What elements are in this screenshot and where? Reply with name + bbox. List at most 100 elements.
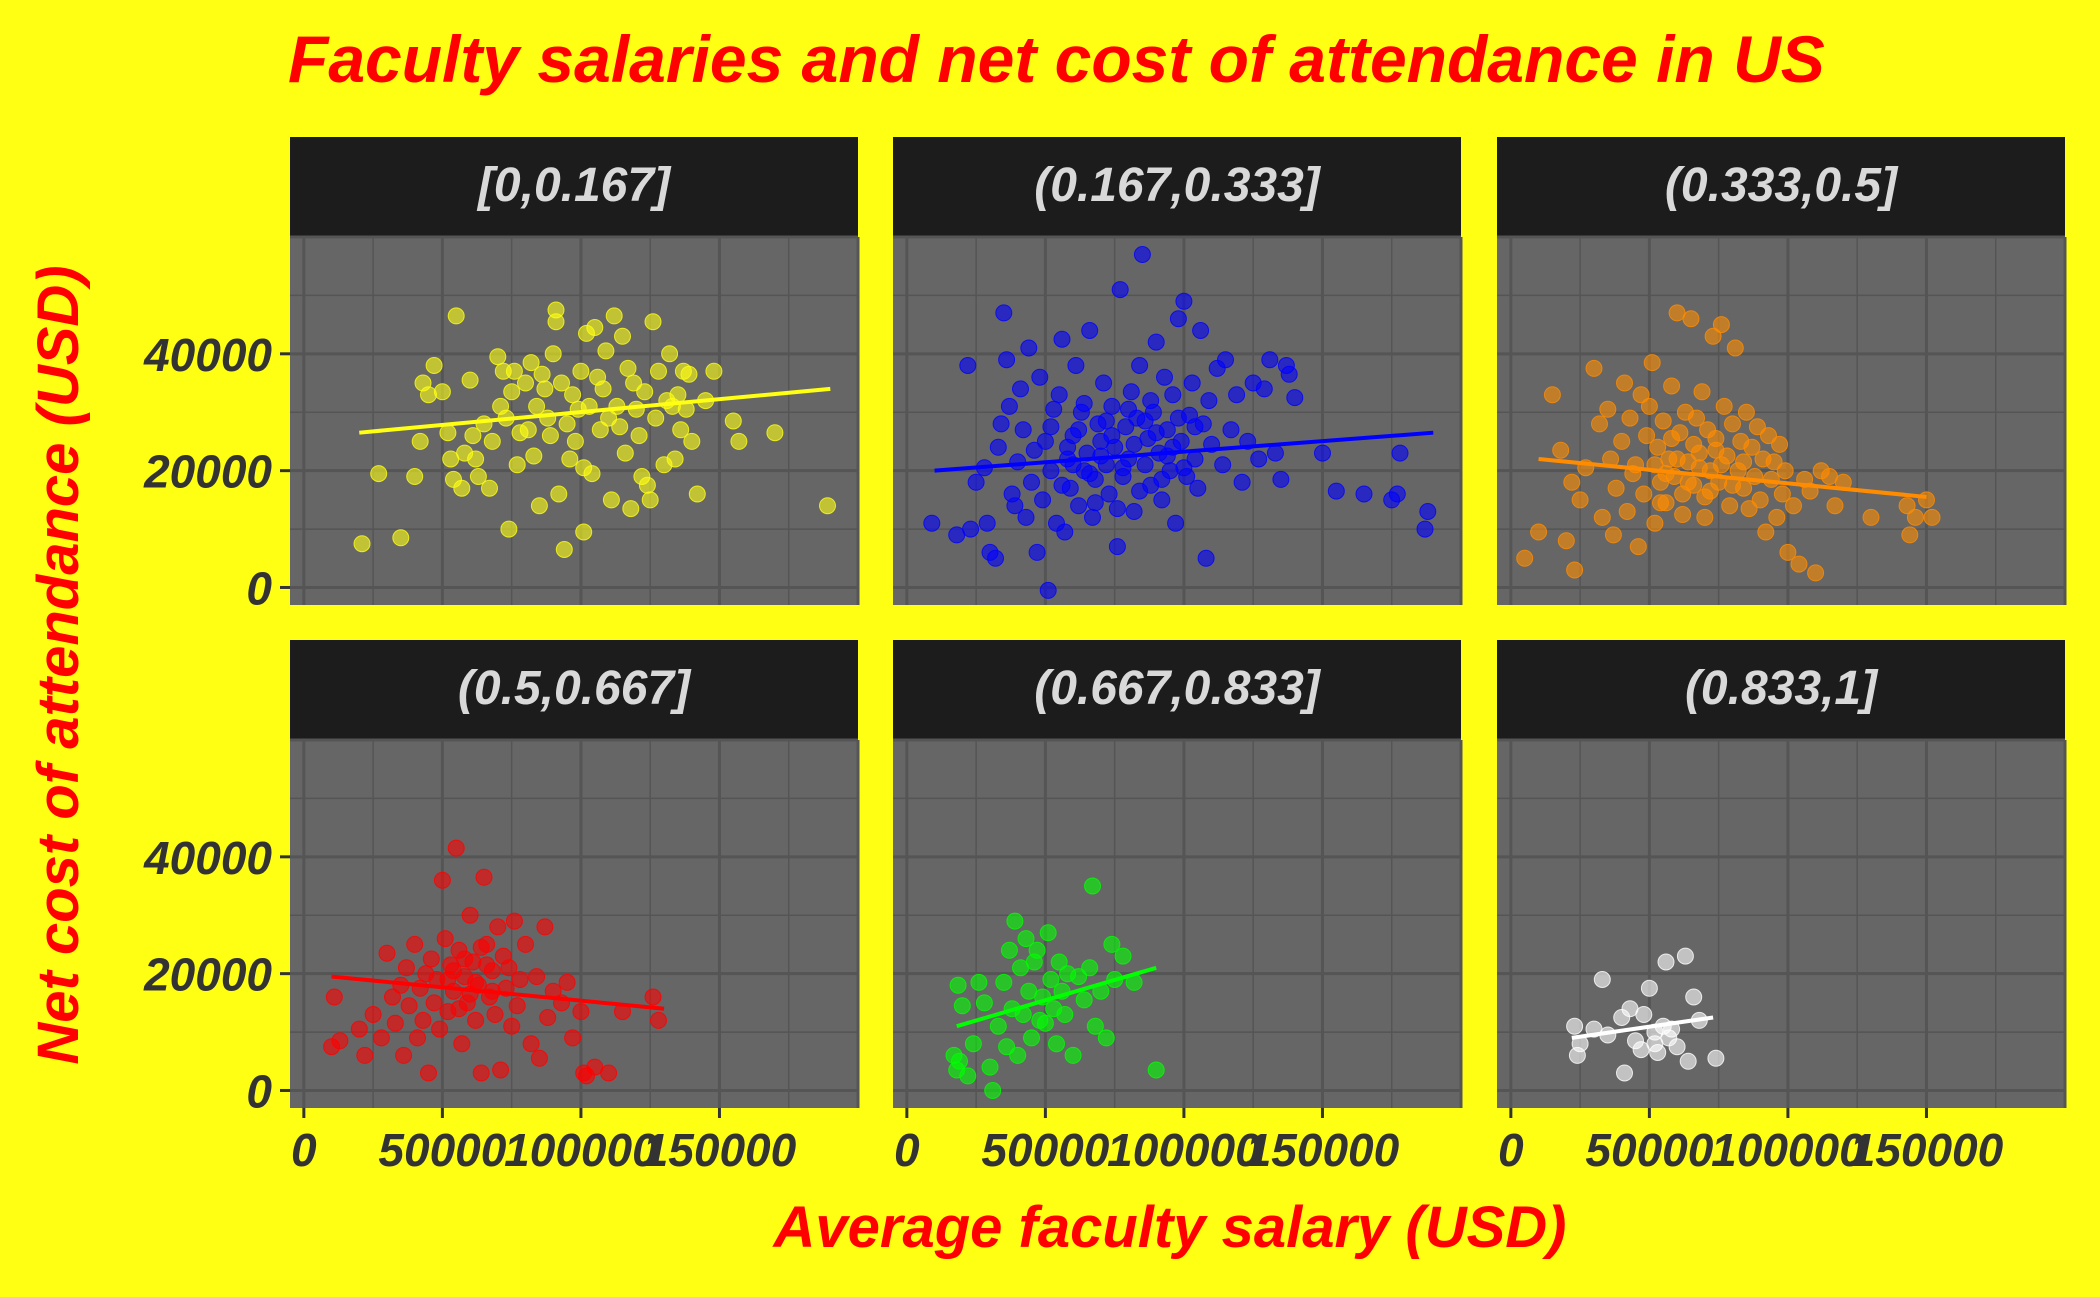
data-point (1646, 1035, 1664, 1053)
data-point (533, 365, 551, 383)
data-point (392, 529, 410, 547)
facet-strip (893, 640, 1461, 740)
data-point (1070, 421, 1088, 439)
facet-strip-label: (0.5,0.667] (458, 662, 692, 715)
data-point (1169, 310, 1187, 328)
data-point (325, 988, 343, 1006)
data-point (517, 935, 534, 953)
data-point (1668, 450, 1686, 468)
data-point (1131, 357, 1149, 374)
data-point (819, 497, 836, 515)
data-point (1097, 1029, 1115, 1047)
data-point (1724, 415, 1741, 433)
data-point (331, 1032, 349, 1050)
data-point (464, 427, 482, 445)
data-point (1668, 1038, 1686, 1056)
data-point (1419, 503, 1437, 520)
data-point (475, 415, 493, 433)
data-point (1693, 383, 1711, 401)
data-point (472, 938, 490, 956)
facet-panels: [0,0.167] 0 20000 40000 (0.167,0.333] (0.333,… (143, 137, 2067, 1176)
data-point (1020, 339, 1038, 357)
data-point (1685, 435, 1703, 453)
panel-background (1497, 740, 2065, 1108)
data-point (705, 362, 723, 380)
data-point (1017, 930, 1035, 948)
facet-strip-label: (0.333,0.5] (1665, 159, 1899, 212)
data-point (1197, 549, 1215, 567)
data-point (1192, 322, 1210, 339)
data-point (1086, 1017, 1104, 1035)
data-point (1147, 333, 1165, 351)
data-point (564, 386, 582, 404)
data-point (414, 1011, 432, 1029)
data-point (530, 1049, 548, 1067)
data-point (981, 1058, 999, 1076)
data-point (1571, 491, 1589, 509)
facet-strip (1497, 640, 2065, 740)
data-point (1629, 538, 1647, 556)
chart-title: Faculty salaries and net cost of attenda… (288, 22, 1825, 96)
data-point (456, 950, 474, 968)
data-point (1632, 386, 1650, 404)
data-point (641, 491, 659, 509)
data-point (1807, 564, 1825, 582)
data-point (1222, 421, 1240, 439)
data-point (989, 438, 1007, 456)
data-point (586, 319, 604, 336)
data-point (1025, 441, 1043, 459)
data-point (619, 359, 637, 377)
data-point (1000, 941, 1018, 959)
data-point (1039, 924, 1057, 942)
data-point (724, 412, 742, 430)
data-point (1314, 444, 1331, 462)
y-tick-label: 0 (246, 562, 272, 614)
data-point (1014, 421, 1032, 439)
data-point (666, 450, 684, 468)
data-point (541, 427, 559, 445)
data-point (461, 906, 479, 924)
data-point (1175, 292, 1193, 310)
data-point (622, 500, 640, 518)
data-point (489, 348, 507, 366)
data-point (669, 386, 687, 404)
data-point (558, 415, 576, 433)
data-point (683, 432, 701, 450)
data-point (1114, 459, 1132, 477)
data-point (1768, 508, 1786, 526)
data-point (998, 351, 1016, 369)
data-point (970, 973, 988, 991)
data-point (1682, 310, 1700, 328)
data-point (395, 1046, 413, 1064)
data-point (688, 485, 706, 503)
data-point (1111, 281, 1129, 299)
trend-line (1538, 456, 1927, 499)
data-point (1153, 491, 1171, 509)
y-tick-label: 20000 (143, 949, 272, 1001)
data-point (475, 868, 493, 886)
data-point (1189, 479, 1207, 497)
data-point (1006, 497, 1024, 515)
data-point (1704, 327, 1722, 345)
data-point (1075, 991, 1093, 1009)
x-tick-label: 0 (291, 1124, 317, 1176)
data-point (989, 1017, 1007, 1035)
data-point (1064, 1046, 1082, 1064)
data-point (469, 468, 487, 485)
data-point (1635, 1006, 1653, 1023)
data-point (433, 871, 451, 889)
data-point (436, 930, 454, 948)
data-point (766, 424, 784, 442)
data-point (406, 935, 424, 953)
data-point (1593, 971, 1611, 988)
data-point (503, 1017, 521, 1035)
data-point (614, 327, 631, 345)
data-point (1075, 395, 1093, 412)
data-point (1616, 374, 1633, 392)
data-point (1552, 441, 1570, 459)
data-point (1200, 392, 1218, 410)
data-point (1059, 438, 1077, 456)
data-point (949, 976, 967, 994)
data-point (1906, 508, 1924, 526)
